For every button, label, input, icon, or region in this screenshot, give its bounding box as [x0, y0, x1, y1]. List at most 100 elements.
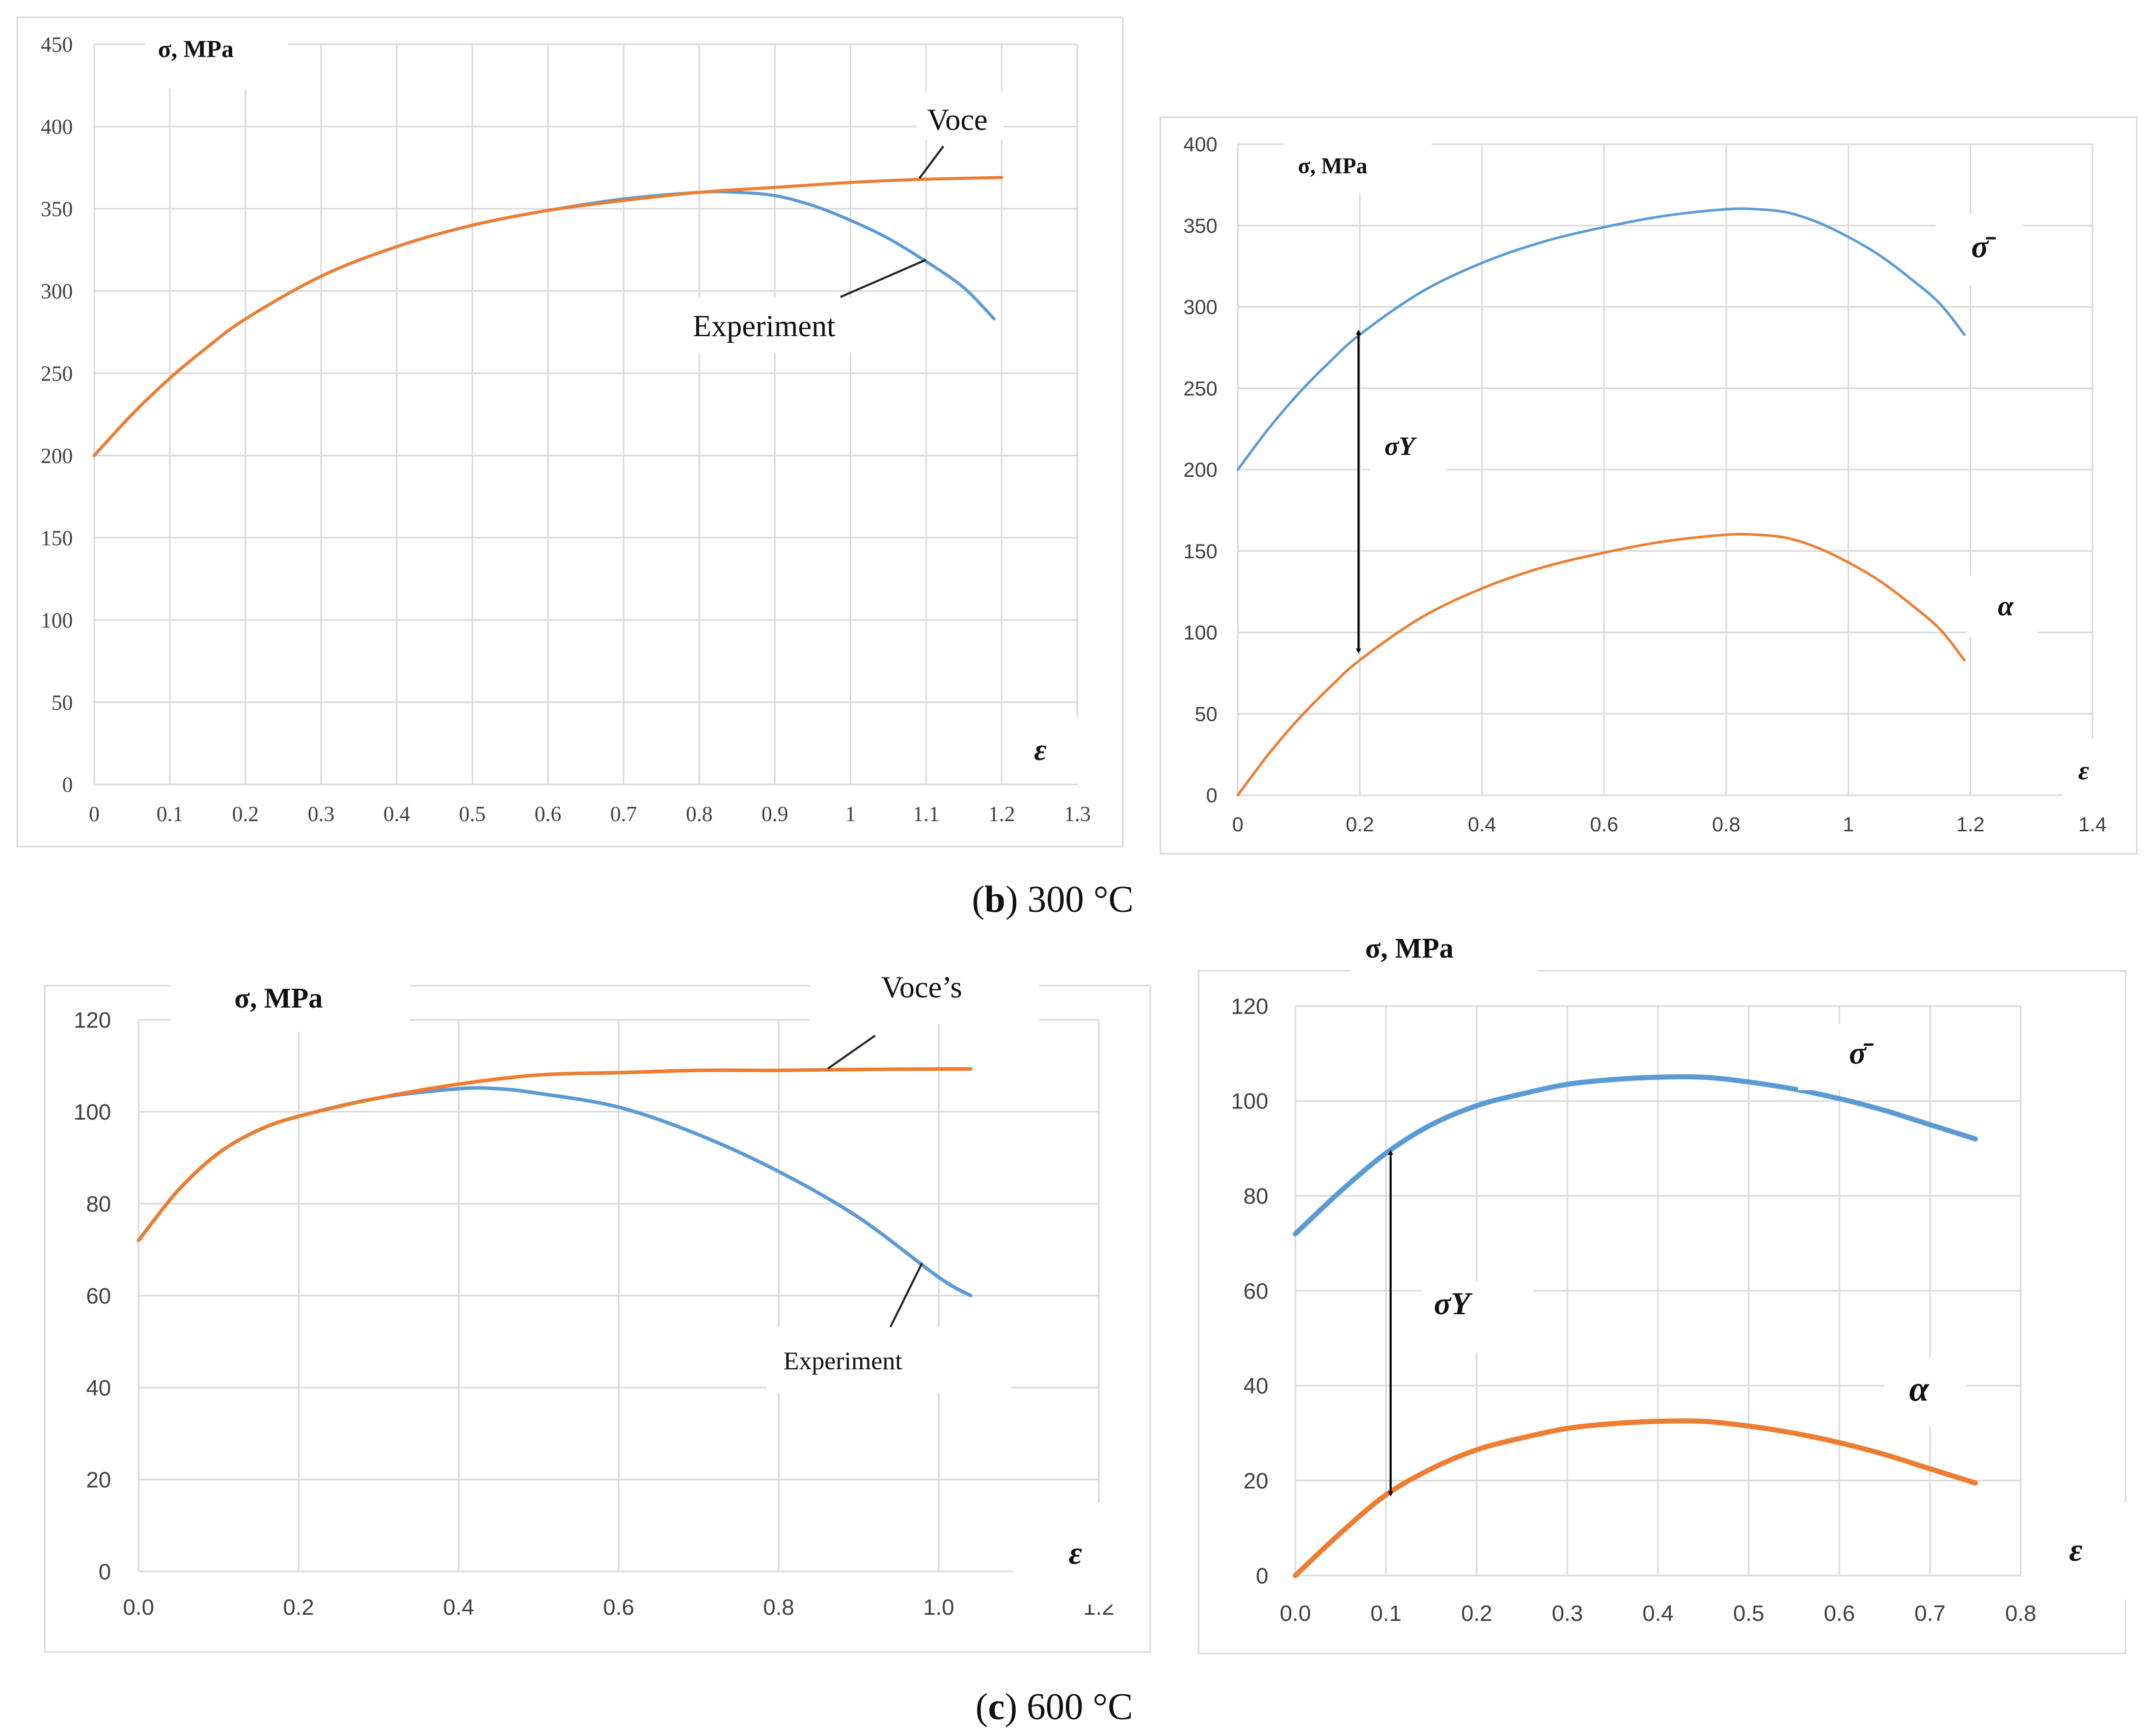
chart-b-left-y-ticks: 0 50 100 150 200 250 300 350 400 450 [41, 34, 73, 797]
x-tick-label: 0.4 [384, 803, 411, 826]
experiment-c-leader-line [889, 1263, 923, 1327]
y-tick-label: 350 [41, 198, 73, 222]
x-tick-label: 0 [89, 803, 100, 826]
chart-c-left-y-ticks: 0 20 40 60 80 100 120 [74, 1008, 111, 1584]
chart-b-left-xlabel: ε [1034, 733, 1047, 767]
y-tick-label: 250 [41, 362, 73, 386]
x-tick-label: 1.2 [1956, 813, 1985, 836]
y-tick-label: 0 [99, 1559, 111, 1584]
y-tick-label: 100 [1183, 622, 1217, 644]
chart-c-left-x-ticks: 0.0 0.2 0.4 0.6 0.8 1.0 1.2 [123, 1595, 1114, 1620]
x-tick-label: 0.7 [610, 803, 637, 826]
chart-b-right-grid [1237, 143, 2094, 796]
annotation-experiment-c: Experiment [783, 1346, 902, 1375]
y-tick-label: 40 [1243, 1374, 1268, 1399]
chart-c-right-y-ticks: 0 20 40 60 80 100 120 [1231, 994, 1268, 1588]
y-tick-label: 20 [1243, 1469, 1268, 1494]
x-tick-label: 0.6 [1824, 1601, 1855, 1626]
series-line-1 [137, 1067, 973, 1242]
experiment-leader-line [840, 259, 927, 298]
y-tick-label: 250 [1183, 377, 1217, 400]
y-tick-label: 0 [1206, 784, 1217, 807]
x-tick-label: 0.1 [1370, 1601, 1401, 1626]
y-tick-label: 150 [41, 527, 73, 550]
chart-c-left-frame [44, 985, 1151, 1653]
voce-leader-line [918, 145, 944, 179]
x-tick-label: 0.2 [1461, 1601, 1492, 1626]
y-tick-label: 60 [86, 1284, 111, 1309]
x-tick-label: 1.3 [1064, 803, 1091, 826]
y-tick-label: 400 [1183, 133, 1217, 156]
y-tick-label: 100 [1231, 1089, 1268, 1114]
caption-b: (b) 300 °C [972, 879, 1133, 920]
x-tick-label: 0.4 [1642, 1601, 1673, 1626]
y-tick-label: 400 [41, 116, 73, 139]
annotation-voces: Voce’s [881, 970, 962, 1004]
x-tick-label: 0.6 [1590, 813, 1618, 836]
series-line-1 [93, 176, 1003, 457]
series-line-1 [1236, 533, 1966, 797]
chart-b-right-xlabel: ε [2078, 756, 2089, 785]
chart-b-left: 0 50 100 150 200 250 300 350 400 450 0 0.1 0.2 0.3 0.… [16, 16, 1124, 848]
caption-c: (c) 600 °C [975, 1686, 1133, 1728]
chart-b-left-ylabel: σ, MPa [158, 36, 234, 63]
y-tick-label: 80 [86, 1191, 111, 1216]
y-tick-label: 80 [1243, 1184, 1268, 1209]
y-tick-label: 300 [1183, 296, 1217, 319]
y-tick-label: 150 [1183, 540, 1217, 563]
x-tick-label: 0.9 [762, 803, 789, 826]
chart-b-right-ylabel: σ, MPa [1298, 153, 1367, 178]
chart-c-left-series [137, 1067, 973, 1297]
y-tick-label: 350 [1183, 215, 1217, 237]
y-tick-label: 40 [86, 1375, 111, 1400]
x-tick-label: 1.0 [923, 1595, 954, 1620]
x-tick-label: 1.2 [988, 803, 1015, 826]
y-tick-label: 50 [51, 691, 73, 715]
y-tick-label: 200 [1183, 459, 1217, 481]
x-tick-label: 0.4 [1468, 813, 1497, 836]
series-line-0 [1293, 1074, 1978, 1237]
x-tick-label: 0.8 [686, 803, 713, 826]
y-tick-label: 450 [41, 34, 73, 57]
y-tick-label: 20 [86, 1468, 111, 1493]
x-tick-label: 1.4 [2078, 813, 2107, 836]
x-tick-label: 0.6 [535, 803, 562, 826]
x-tick-label: 1.1 [913, 803, 940, 826]
y-tick-label: 0 [1256, 1563, 1268, 1588]
chart-c-right-grid [1294, 1005, 2022, 1577]
x-tick-label: 0.5 [1733, 1601, 1764, 1626]
chart-b-right-x-ticks: 0 0.2 0.4 0.6 0.8 1 1.2 1.4 [1232, 813, 2107, 836]
series-line-0 [1236, 207, 1966, 471]
chart-c-left-grid [138, 1019, 1100, 1572]
x-tick-label: 0.8 [1712, 813, 1741, 836]
voces-leader-line [827, 1035, 876, 1070]
y-tick-label: 300 [41, 280, 73, 304]
x-tick-label: 0 [1232, 813, 1243, 836]
chart-c-right-series [1293, 1074, 1978, 1578]
series-line-1 [1293, 1418, 1978, 1578]
x-tick-label: 0.8 [763, 1595, 794, 1620]
x-tick-label: 0.4 [443, 1595, 474, 1620]
x-tick-label: 0.5 [459, 803, 486, 826]
chart-b-right-series [1236, 207, 1966, 797]
chart-c-right-ylabel: σ, MPa [1365, 933, 1454, 964]
chart-c-left-xlabel: ε [1069, 1535, 1082, 1571]
annotation-sigma-y-b: σY [1384, 432, 1417, 461]
x-tick-label: 0.2 [1346, 813, 1374, 836]
y-tick-label: 120 [74, 1008, 111, 1033]
annotation-alpha-c: α [1909, 1370, 1930, 1409]
y-tick-label: 100 [74, 1100, 111, 1125]
x-tick-label: 0.2 [232, 803, 259, 826]
chart-b-right-y-ticks: 0 50 100 150 200 250 300 350 400 [1183, 133, 1217, 807]
x-tick-label: 0.0 [1280, 1601, 1311, 1626]
chart-b-left-series [93, 176, 1003, 457]
chart-c-right: 0 20 40 60 80 100 120 0.0 0.1 0.2 0.3 0.4 0.5 0.6 0.7… [1198, 917, 2139, 1654]
x-tick-label: 0.1 [156, 803, 183, 826]
x-tick-label: 1 [845, 803, 856, 826]
annotation-sigma-y-c: σY [1434, 1287, 1473, 1321]
chart-c-right-frame [1198, 970, 2127, 1654]
chart-c-left-ylabel: σ, MPa [234, 983, 323, 1014]
x-tick-label: 1 [1842, 813, 1854, 836]
y-tick-label: 50 [1195, 703, 1218, 725]
